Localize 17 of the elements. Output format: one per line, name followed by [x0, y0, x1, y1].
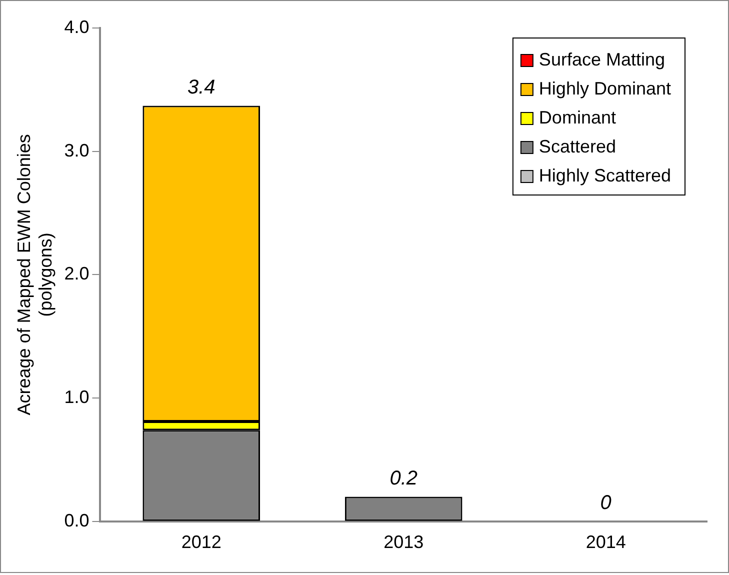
- legend-label: Dominant: [538, 107, 616, 128]
- y-tick-label: 3.0: [64, 140, 90, 160]
- total-label: 0.2: [390, 467, 418, 490]
- total-label: 3.4: [187, 76, 216, 98]
- x-tick-label: 2013: [384, 532, 424, 552]
- legend-label: Scattered: [538, 136, 616, 156]
- legend-label: Highly Dominant: [538, 78, 671, 98]
- y-tick-label: 0.0: [64, 510, 90, 530]
- total-label: 0: [600, 492, 612, 514]
- legend-label: Surface Matting: [538, 49, 665, 70]
- x-tick-label: 2014: [586, 532, 626, 552]
- x-tick-label: 2012: [181, 532, 222, 552]
- y-tick-label: 1.0: [64, 387, 90, 408]
- y-tick-label: 4.0: [64, 16, 90, 37]
- legend-label: Highly Scattered: [538, 165, 672, 186]
- y-axis-title: Acreage of Mapped EWM Colonies (polygons): [14, 134, 56, 416]
- y-tick-label: 2.0: [64, 264, 90, 284]
